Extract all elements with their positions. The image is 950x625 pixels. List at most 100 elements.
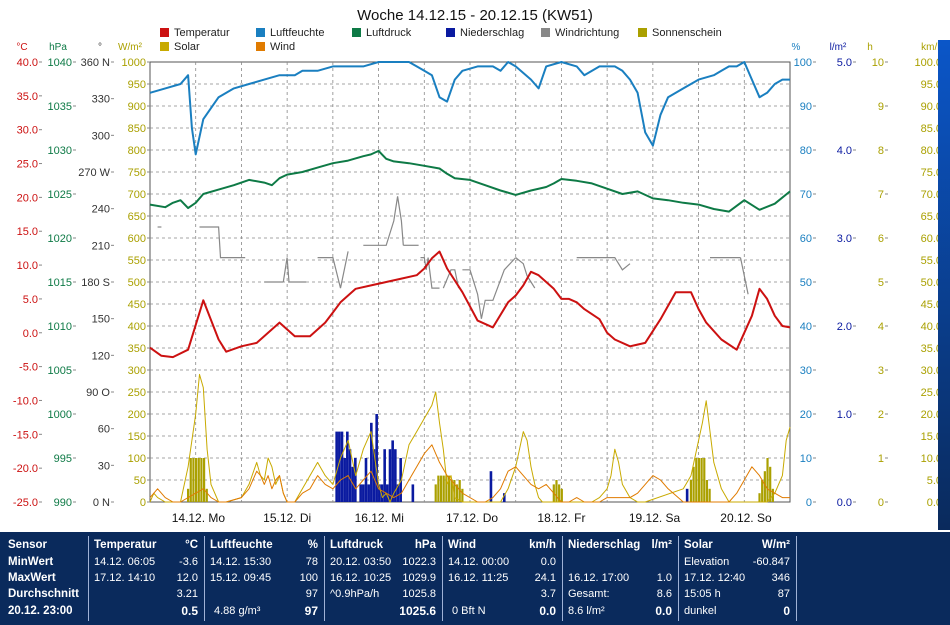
legend-swatch-1 <box>256 28 265 37</box>
axis-3-tick-15: 250 <box>128 387 146 399</box>
axis-7-tick-16: 20.0 <box>921 409 942 421</box>
stats-col-solar: Solar W/m² Elevation -60.847 17.12. 12:40 3… <box>678 532 794 625</box>
press-max-time: 16.12. 10:25 <box>330 572 392 584</box>
axis-unit-2: ° <box>98 42 102 53</box>
axis-1-tick-9: 995 <box>54 453 72 465</box>
axis-4-tick-0: 100 <box>794 57 812 69</box>
weather-chart: Woche 14.12.15 - 20.12.15 (KW51) Tempera… <box>12 7 946 525</box>
axis-3-tick-20: 0 <box>140 497 146 509</box>
temp-min-time: 14.12. 06:05 <box>94 556 156 568</box>
chart-title: Woche 14.12.15 - 20.12.15 (KW51) <box>357 7 593 24</box>
axis-7-tick-15: 25.0 <box>921 387 942 399</box>
temp-unit: °C <box>185 539 198 551</box>
sensor-now-label: 20.12. 23:00 <box>8 605 73 617</box>
luftfeuchte-line <box>149 61 790 156</box>
axis-4-tick-6: 40 <box>800 321 812 333</box>
stats-col-wind: Wind km/h 14.12. 00:00 0.0 16.12. 11:25 24.… <box>442 532 560 625</box>
sonnenschein-bar-7 <box>205 488 208 502</box>
axis-4-tick-1: 90 <box>800 101 812 113</box>
niederschlag-bar-13 <box>372 449 376 502</box>
axis-4-tick-5: 50 <box>800 277 812 289</box>
axis-5-tick-3: 2.0 <box>837 321 852 333</box>
sonnenschein-bar-24 <box>692 466 695 502</box>
axis-3-tick-2: 900 <box>128 101 146 113</box>
x-label-6: 20.12. So <box>720 511 772 525</box>
axis-3-tick-5: 750 <box>128 167 146 179</box>
axis-2-tick-10: 60 <box>98 424 110 436</box>
sensor-avg-label: Durchschnitt <box>8 588 79 600</box>
axis-3-tick-13: 350 <box>128 343 146 355</box>
wind-now: 0.0 <box>539 604 556 618</box>
niederschlag-bar-2 <box>340 431 344 502</box>
press-avg: 1025.8 <box>402 588 436 600</box>
niederschlag-bar-4 <box>346 431 349 502</box>
press-trend: ^0.9hPa/h <box>330 588 380 600</box>
sonnenschein-bar-20 <box>555 480 558 502</box>
axis-unit-6: h <box>867 42 873 53</box>
windrichtung-segment-12 <box>576 257 631 271</box>
axis-0-tick-12: -20.0 <box>13 463 38 475</box>
sonnenschein-bar-10 <box>439 475 443 502</box>
niederschlag-bar-10 <box>364 458 368 502</box>
axis-3-tick-17: 150 <box>128 431 146 443</box>
axis-1-tick-7: 1005 <box>48 365 72 377</box>
wind-min-time: 14.12. 00:00 <box>448 556 510 568</box>
axis-1-tick-5: 1015 <box>48 277 72 289</box>
axis-6-tick-3: 7 <box>878 189 884 201</box>
axis-1-tick-3: 1025 <box>48 189 72 201</box>
legend-label-6: Solar <box>174 41 200 53</box>
sonnenschein-bar-16 <box>455 484 459 502</box>
axis-unit-3: W/m² <box>118 42 143 53</box>
press-header: Luftdruck <box>330 539 384 551</box>
axis-1-tick-6: 1010 <box>48 321 72 333</box>
hum-unit: % <box>307 539 318 551</box>
sensor-header: Sensor <box>8 539 47 551</box>
axis-3-tick-16: 200 <box>128 409 146 421</box>
niederschlag-bar-17 <box>383 449 386 502</box>
axis-2-tick-7: 150 <box>92 314 110 326</box>
axis-0-tick-9: -5.0 <box>19 362 38 374</box>
axis-3-tick-0: 1000 <box>122 57 146 69</box>
axis-6-tick-9: 1 <box>878 453 884 465</box>
niederschlag-bar-14 <box>375 414 378 502</box>
axis-5-tick-5: 0.0 <box>837 497 852 509</box>
x-label-4: 18.12. Fr <box>537 511 585 525</box>
axis-1-tick-10: 990 <box>54 497 72 509</box>
solar-now: 0 <box>783 604 790 618</box>
stats-col-luftdruck: Luftdruck hPa 20.12. 03:50 1022.3 16.12. 1… <box>324 532 440 625</box>
sonnenschein-bar-33 <box>763 471 766 502</box>
sonnenschein-bar-1 <box>189 458 192 502</box>
sonnenschein-bar-17 <box>458 480 461 502</box>
press-unit: hPa <box>414 539 436 551</box>
axis-3-tick-10: 500 <box>128 277 146 289</box>
axis-0-tick-10: -10.0 <box>13 395 38 407</box>
hum-avg: 97 <box>305 588 318 600</box>
solar-line <box>149 373 791 503</box>
windrichtung-segment-3 <box>282 257 307 283</box>
temp-avg: 3.21 <box>176 588 198 600</box>
legend-label-4: Windrichtung <box>555 27 619 39</box>
sonnenschein-bar-15 <box>453 480 456 502</box>
hum-abs: 4.88 g/m³ <box>214 605 261 617</box>
axis-1-tick-4: 1020 <box>48 233 72 245</box>
axis-0-tick-13: -25.0 <box>13 497 38 509</box>
axis-0-tick-5: 15.0 <box>17 226 38 238</box>
sonnenschein-bar-18 <box>461 488 464 502</box>
solar-max-val: 346 <box>771 572 790 584</box>
axis-7-tick-7: 65.0 <box>921 211 942 223</box>
axis-7-tick-6: 70.0 <box>921 189 942 201</box>
axis-3-tick-4: 800 <box>128 145 146 157</box>
niederschlag-bar-5 <box>348 449 352 502</box>
legend-label-0: Temperatur <box>174 27 230 39</box>
rain-total: 8.6 <box>656 588 672 600</box>
axis-7-tick-13: 35.0 <box>921 343 942 355</box>
axis-1-tick-8: 1000 <box>48 409 72 421</box>
legend-label-1: Luftfeuchte <box>270 27 324 39</box>
axis-6-tick-5: 5 <box>878 277 884 289</box>
axis-5-tick-2: 3.0 <box>837 233 852 245</box>
axis-0-tick-11: -15.0 <box>13 429 38 441</box>
stats-col-niederschlag: Niederschlag l/m² 16.12. 17:00 1.0 Gesamt:… <box>562 532 676 625</box>
sensor-min-label: MinWert <box>8 556 54 568</box>
rain-header: Niederschlag <box>568 539 641 551</box>
legend-swatch-6 <box>160 42 169 51</box>
